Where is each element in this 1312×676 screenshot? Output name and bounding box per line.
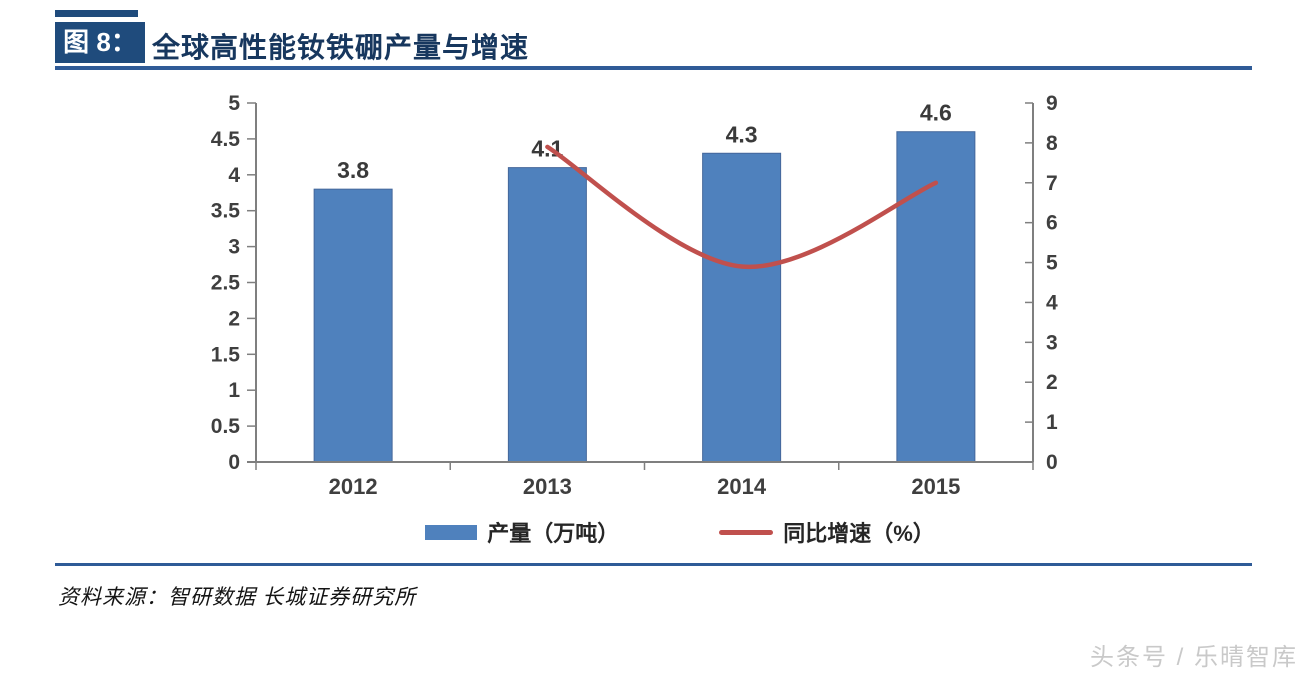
figure-number-badge: 图 8： xyxy=(55,22,145,63)
left-tick-label: 2 xyxy=(228,307,240,330)
right-tick-label: 4 xyxy=(1046,291,1058,314)
left-tick-label: 1.5 xyxy=(211,343,241,366)
growth-line xyxy=(545,144,939,269)
title-underline xyxy=(55,66,1252,70)
bar-value-label-2015: 4.6 xyxy=(920,100,952,126)
page-title: 全球高性能钕铁硼产量与增速 xyxy=(152,32,530,63)
right-tick-label: 6 xyxy=(1046,212,1058,235)
chart-legend: 产量（万吨） 同比增速（%） xyxy=(280,516,1080,548)
left-tick-label: 0 xyxy=(228,451,240,474)
bar-2014 xyxy=(702,152,782,463)
source-divider xyxy=(55,563,1252,566)
x-label-2014: 2014 xyxy=(717,474,767,499)
bar-2013 xyxy=(507,167,587,463)
left-tick-label: 4.5 xyxy=(211,128,241,151)
bar-value-label-2014: 4.3 xyxy=(726,121,758,147)
watermark: 头条号 / 乐晴智库 xyxy=(1089,644,1298,671)
right-tick-label: 1 xyxy=(1046,411,1058,434)
bar-2012 xyxy=(313,188,393,463)
right-tick-label: 8 xyxy=(1046,132,1058,155)
right-tick-label: 3 xyxy=(1046,331,1058,354)
legend-item-production: 产量（万吨） xyxy=(425,516,619,548)
x-label-2013: 2013 xyxy=(523,474,572,499)
legend-item-growth: 同比增速（%） xyxy=(719,516,935,548)
top-edge-strip xyxy=(55,10,138,17)
legend-line-swatch-icon xyxy=(719,529,774,535)
data-source-note: 资料来源：智研数据 长城证券研究所 xyxy=(58,585,417,609)
bar-value-label-2012: 3.8 xyxy=(337,157,369,183)
left-tick-label: 0.5 xyxy=(211,415,241,438)
left-tick-label: 3 xyxy=(228,236,240,259)
left-tick-label: 4 xyxy=(228,164,240,187)
legend-label-production: 产量（万吨） xyxy=(487,521,620,546)
legend-label-growth: 同比增速（%） xyxy=(783,521,935,546)
right-tick-label: 7 xyxy=(1046,172,1058,195)
right-tick-label: 9 xyxy=(1046,92,1058,115)
left-tick-label: 1 xyxy=(228,379,240,402)
left-tick-label: 2.5 xyxy=(211,272,241,295)
right-tick-label: 2 xyxy=(1046,371,1058,394)
x-label-2015: 2015 xyxy=(911,474,960,499)
figure-number-label: 图 8： xyxy=(63,27,137,57)
x-label-2012: 2012 xyxy=(329,474,378,499)
legend-bar-swatch-icon xyxy=(425,524,478,540)
right-tick-label: 0 xyxy=(1046,451,1058,474)
left-tick-label: 5 xyxy=(228,92,240,115)
left-tick-label: 3.5 xyxy=(211,200,241,223)
right-tick-label: 5 xyxy=(1046,252,1058,275)
